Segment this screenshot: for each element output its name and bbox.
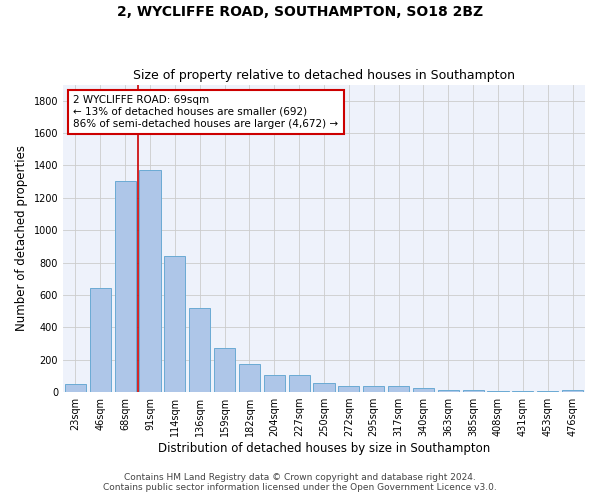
Bar (264, 375, 285, 392)
Text: 2 WYCLIFFE ROAD: 69sqm
← 13% of detached houses are smaller (692)
86% of semi-de: 2 WYCLIFFE ROAD: 69sqm ← 13% of detached… (73, 96, 338, 128)
Text: Contains HM Land Registry data © Crown copyright and database right 2024.
Contai: Contains HM Land Registry data © Crown c… (103, 473, 497, 492)
Title: Size of property relative to detached houses in Southampton: Size of property relative to detached ho… (133, 69, 515, 82)
Bar (388, 386, 409, 392)
Bar (239, 364, 260, 392)
Bar (562, 390, 583, 392)
Bar (413, 388, 434, 392)
Bar (463, 390, 484, 392)
Bar (189, 308, 211, 392)
Bar (115, 181, 136, 392)
Bar (214, 348, 235, 392)
Bar (164, 256, 185, 392)
Bar (90, 288, 111, 392)
Bar (65, 384, 86, 392)
X-axis label: Distribution of detached houses by size in Southampton: Distribution of detached houses by size … (158, 442, 490, 455)
Bar (289, 375, 310, 392)
Text: 2, WYCLIFFE ROAD, SOUTHAMPTON, SO18 2BZ: 2, WYCLIFFE ROAD, SOUTHAMPTON, SO18 2BZ (117, 5, 483, 19)
Bar (139, 170, 161, 392)
Bar (363, 386, 384, 392)
Bar (438, 390, 459, 392)
Bar (338, 386, 359, 392)
Bar (313, 382, 335, 392)
Y-axis label: Number of detached properties: Number of detached properties (15, 146, 28, 332)
